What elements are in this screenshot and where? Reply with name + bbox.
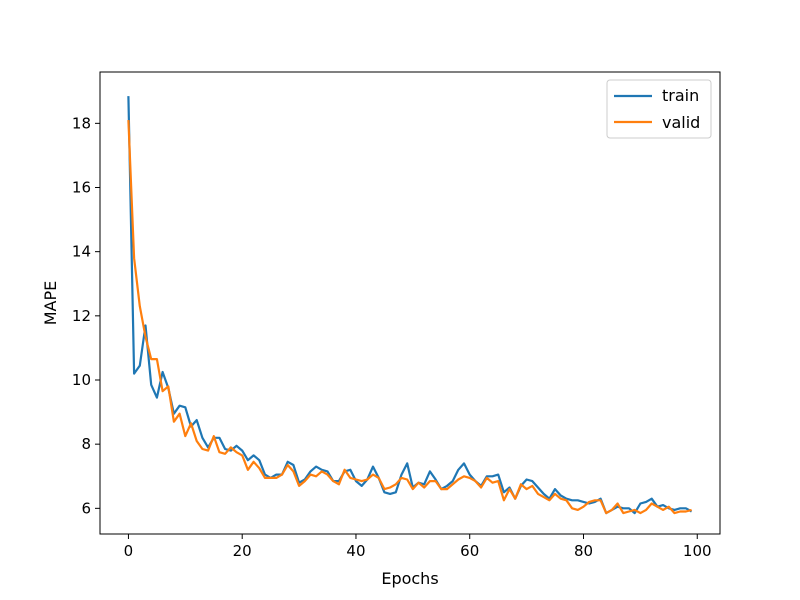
x-tick-label: 20 [233, 542, 252, 560]
x-tick-label: 100 [683, 542, 712, 560]
x-tick-label: 80 [574, 542, 593, 560]
legend-label-valid: valid [662, 113, 700, 132]
y-tick-label: 10 [72, 371, 91, 389]
x-tick-label: 0 [124, 542, 134, 560]
legend: train valid [606, 79, 712, 139]
y-tick-label: 14 [72, 243, 91, 261]
y-axis-label: MAPE [41, 281, 60, 326]
legend-label-train: train [662, 86, 699, 105]
y-tick-label: 18 [72, 114, 91, 132]
plot-lines [127, 96, 693, 515]
y-tick-label: 8 [81, 435, 91, 453]
x-tick-label: 40 [346, 542, 365, 560]
legend-box [606, 79, 712, 139]
axes-frame [99, 71, 721, 535]
x-tick-label: 60 [460, 542, 479, 560]
series-line-valid [127, 120, 692, 515]
y-tick-label: 6 [81, 499, 91, 517]
y-tick-label: 12 [72, 307, 91, 325]
y-tick-label: 16 [72, 179, 91, 197]
x-axis-label: Epochs [381, 569, 438, 588]
x-axis-ticks: 0 20 40 60 80 100 [124, 534, 712, 560]
y-axis-ticks: 6 8 10 12 14 16 18 [72, 114, 100, 517]
